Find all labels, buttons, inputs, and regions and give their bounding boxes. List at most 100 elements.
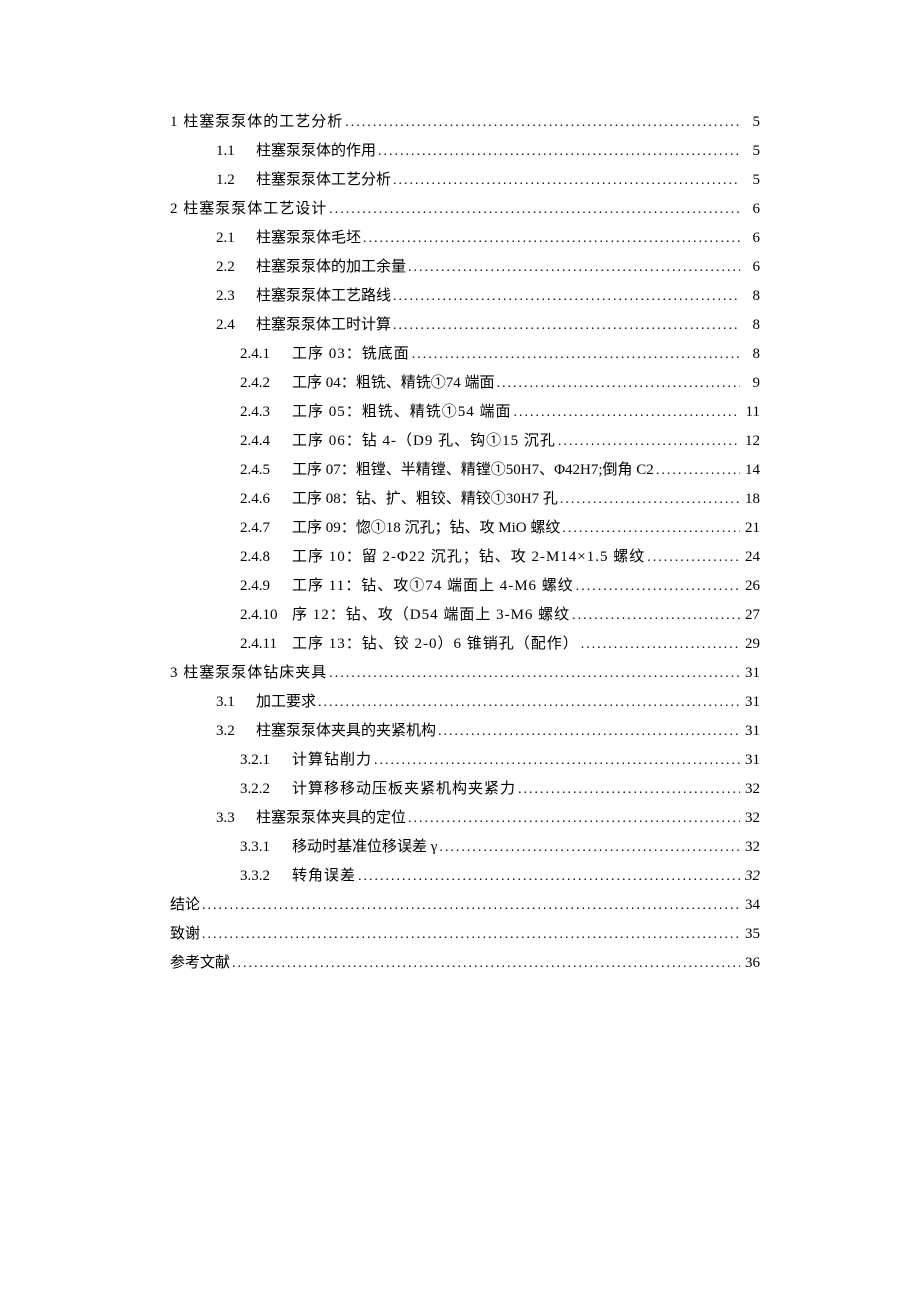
toc-entry-title: 参考文献 bbox=[170, 956, 230, 971]
toc-entry: 2.4.7工序 09：惚①18 沉孔；钻、攻 MiO 螺纹21 bbox=[170, 521, 760, 536]
toc-entry-title: 结论 bbox=[170, 898, 200, 913]
toc-entry: 3.2柱塞泵泵体夹具的夹紧机构 31 bbox=[170, 724, 760, 739]
toc-leader-dots bbox=[406, 812, 740, 826]
toc-entry-number: 2.1 bbox=[216, 231, 256, 246]
toc-leader-dots bbox=[327, 203, 740, 217]
toc-entry-number: 2.4.3 bbox=[240, 405, 292, 420]
toc-entry-title: 工序 13：钻、铰 2-0）6 锥销孔（配作） bbox=[292, 637, 579, 652]
toc-leader-dots bbox=[406, 261, 740, 275]
toc-entry-page: 5 bbox=[740, 173, 760, 188]
toc-leader-dots bbox=[570, 609, 740, 623]
toc-leader-dots bbox=[556, 435, 740, 449]
toc-entry-title: 工序 05：粗铣、精铣①54 端面 bbox=[292, 405, 512, 420]
toc-entry-number: 2.4.10 bbox=[240, 608, 292, 623]
toc-entry: 2.4.1工序 03：铣底面8 bbox=[170, 347, 760, 362]
toc-entry-number: 2.4 bbox=[216, 318, 256, 333]
toc-entry-title: 工序 10：留 2-Φ22 沉孔；钻、攻 2-M14×1.5 螺纹 bbox=[292, 550, 645, 565]
toc-entry-page: 24 bbox=[740, 550, 760, 565]
toc-entry: 1.2柱塞泵泵体工艺分析 5 bbox=[170, 173, 760, 188]
toc-entry-page: 32 bbox=[740, 782, 760, 797]
toc-entry-number: 2.4.2 bbox=[240, 376, 292, 391]
toc-leader-dots bbox=[316, 696, 740, 710]
toc-entry-title: 柱塞泵泵体夹具的夹紧机构 bbox=[256, 724, 436, 739]
toc-leader-dots bbox=[376, 145, 740, 159]
toc-entry-title: 工序 03：铣底面 bbox=[292, 347, 410, 362]
toc-leader-dots bbox=[579, 638, 740, 652]
toc-entry-number: 2.4.4 bbox=[240, 434, 292, 449]
toc-entry-title: 工序 06：钻 4-（D9 孔、钩①15 沉孔 bbox=[292, 434, 556, 449]
toc-entry: 2.3柱塞泵泵体工艺路线8 bbox=[170, 289, 760, 304]
toc-entry-number: 3.3 bbox=[216, 811, 256, 826]
toc-entry-number: 1.2 bbox=[216, 173, 256, 188]
toc-entry: 3.2.1计算钻削力31 bbox=[170, 753, 760, 768]
toc-entry: 2.4柱塞泵泵体工时计算8 bbox=[170, 318, 760, 333]
toc-leader-dots bbox=[558, 493, 740, 507]
toc-leader-dots bbox=[516, 783, 740, 797]
toc-entry-page: 31 bbox=[740, 753, 760, 768]
toc-entry-page: 6 bbox=[740, 202, 760, 217]
toc-list: 1 柱塞泵泵体的工艺分析 5 1.1柱塞泵泵体的作用 5 1.2柱塞泵泵体工艺分析 5 2 … bbox=[170, 115, 760, 971]
toc-entry-page: 5 bbox=[740, 115, 760, 130]
toc-entry-title: 工序 09：惚①18 沉孔；钻、攻 MiO 螺纹 bbox=[292, 521, 560, 536]
toc-entry: 致谢35 bbox=[170, 927, 760, 942]
toc-entry-title: 工序 04：粗铣、精铣①74 端面 bbox=[292, 376, 495, 391]
toc-entry-title: 2 柱塞泵泵体工艺设计 bbox=[170, 202, 327, 217]
toc-entry-title: 柱塞泵泵体工艺分析 bbox=[256, 173, 391, 188]
toc-entry-number: 2.4.9 bbox=[240, 579, 292, 594]
toc-entry-page: 35 bbox=[740, 927, 760, 942]
toc-entry-title: 柱塞泵泵体的作用 bbox=[256, 144, 376, 159]
toc-entry-page: 8 bbox=[740, 289, 760, 304]
toc-entry-title: 柱塞泵泵体毛坯 bbox=[256, 231, 361, 246]
toc-entry-page: 9 bbox=[740, 376, 760, 391]
toc-entry-title: 转角误差 bbox=[292, 869, 356, 884]
toc-entry: 3.3柱塞泵泵体夹具的定位32 bbox=[170, 811, 760, 826]
toc-entry-number: 2.2 bbox=[216, 260, 256, 275]
toc-leader-dots bbox=[560, 522, 740, 536]
toc-entry: 2.4.6工序 08：钻、扩、粗铰、精铰①30H7 孔18 bbox=[170, 492, 760, 507]
toc-entry: 2.4.11工序 13：钻、铰 2-0）6 锥销孔（配作）29 bbox=[170, 637, 760, 652]
toc-entry-title: 1 柱塞泵泵体的工艺分析 bbox=[170, 115, 343, 130]
toc-entry-number: 3.3.2 bbox=[240, 869, 292, 884]
toc-entry-page: 36 bbox=[740, 956, 760, 971]
toc-entry-title: 加工要求 bbox=[256, 695, 316, 710]
toc-entry: 3.3.1移动时基准位移误差 γ32 bbox=[170, 840, 760, 855]
toc-entry: 1 柱塞泵泵体的工艺分析 5 bbox=[170, 115, 760, 130]
toc-entry: 2.2柱塞泵泵体的加工余量6 bbox=[170, 260, 760, 275]
toc-entry: 3.2.2计算移移动压板夹紧机构夹紧力 32 bbox=[170, 782, 760, 797]
toc-entry-title: 工序 07：粗镗、半精镗、精镗①50H7、Φ42H7;倒角 C2 bbox=[292, 463, 654, 478]
toc-entry-page: 31 bbox=[740, 666, 760, 681]
toc-entry-number: 3.2 bbox=[216, 724, 256, 739]
toc-entry: 参考文献 36 bbox=[170, 956, 760, 971]
toc-entry: 2.4.4工序 06：钻 4-（D9 孔、钩①15 沉孔12 bbox=[170, 434, 760, 449]
toc-entry-number: 1.1 bbox=[216, 144, 256, 159]
toc-entry-page: 11 bbox=[740, 405, 760, 420]
toc-entry-number: 2.4.1 bbox=[240, 347, 292, 362]
toc-entry-page: 5 bbox=[740, 144, 760, 159]
toc-entry-page: 32 bbox=[740, 869, 760, 884]
toc-entry-page: 32 bbox=[740, 811, 760, 826]
toc-leader-dots bbox=[356, 870, 740, 884]
toc-leader-dots bbox=[574, 580, 740, 594]
toc-entry-title: 计算移移动压板夹紧机构夹紧力 bbox=[292, 782, 516, 797]
toc-entry-page: 26 bbox=[740, 579, 760, 594]
toc-entry-page: 31 bbox=[740, 724, 760, 739]
toc-entry-title: 3 柱塞泵泵体钻床夹具 bbox=[170, 666, 327, 681]
toc-entry-number: 3.1 bbox=[216, 695, 256, 710]
toc-leader-dots bbox=[437, 841, 740, 855]
toc-leader-dots bbox=[230, 957, 740, 971]
toc-entry: 2.4.9工序 11：钻、攻①74 端面上 4-M6 螺纹26 bbox=[170, 579, 760, 594]
toc-entry-page: 27 bbox=[740, 608, 760, 623]
toc-entry-page: 8 bbox=[740, 318, 760, 333]
toc-entry: 结论34 bbox=[170, 898, 760, 913]
toc-leader-dots bbox=[343, 116, 740, 130]
toc-entry-number: 2.4.7 bbox=[240, 521, 292, 536]
toc-leader-dots bbox=[200, 899, 740, 913]
toc-leader-dots bbox=[436, 725, 740, 739]
toc-leader-dots bbox=[410, 348, 740, 362]
toc-entry-title: 柱塞泵泵体工艺路线 bbox=[256, 289, 391, 304]
toc-entry-number: 3.3.1 bbox=[240, 840, 292, 855]
toc-entry: 3.1加工要求31 bbox=[170, 695, 760, 710]
toc-entry-number: 3.2.2 bbox=[240, 782, 292, 797]
toc-leader-dots bbox=[654, 464, 740, 478]
toc-entry: 2.1柱塞泵泵体毛坯6 bbox=[170, 231, 760, 246]
